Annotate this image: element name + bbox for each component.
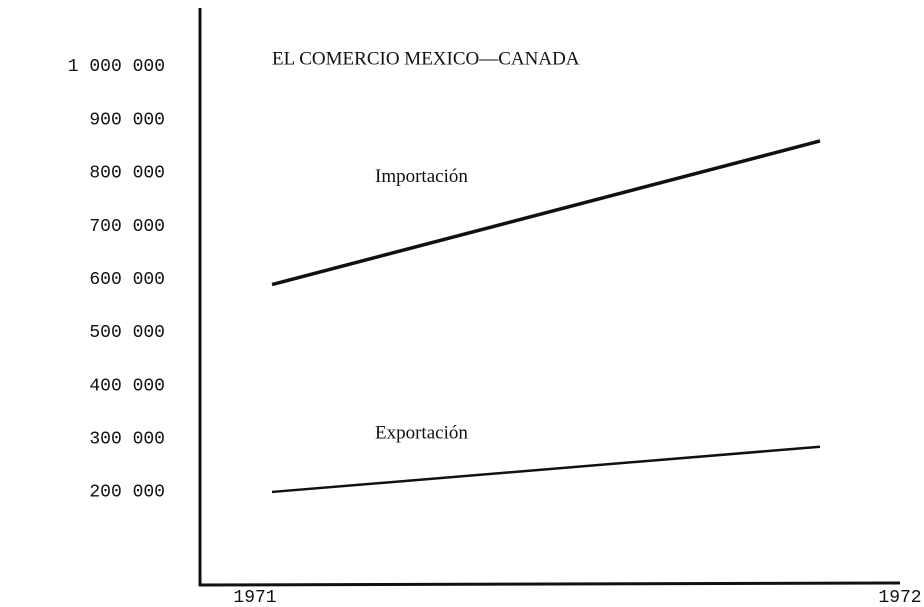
- y-tick-label: 400 000: [89, 376, 165, 396]
- x-tick-label: 1972: [878, 588, 921, 607]
- y-tick-label: 900 000: [89, 110, 165, 130]
- series-label: Importación: [375, 166, 468, 187]
- series-line: [271, 139, 821, 287]
- series-label: Exportación: [375, 423, 468, 444]
- y-tick-label: 300 000: [89, 430, 165, 450]
- y-tick-label: 1 000 000: [68, 57, 165, 77]
- x-axis: [198, 581, 901, 587]
- y-tick-label: 800 000: [89, 164, 165, 184]
- y-tick-label: 600 000: [89, 270, 165, 290]
- y-tick-label: 700 000: [89, 217, 165, 237]
- x-tick-label: 1971: [233, 588, 276, 607]
- series-line: [271, 445, 821, 494]
- y-tick-label: 500 000: [89, 323, 165, 343]
- chart-title: EL COMERCIO MEXICO—CANADA: [272, 48, 580, 69]
- y-tick-label: 200 000: [89, 483, 165, 503]
